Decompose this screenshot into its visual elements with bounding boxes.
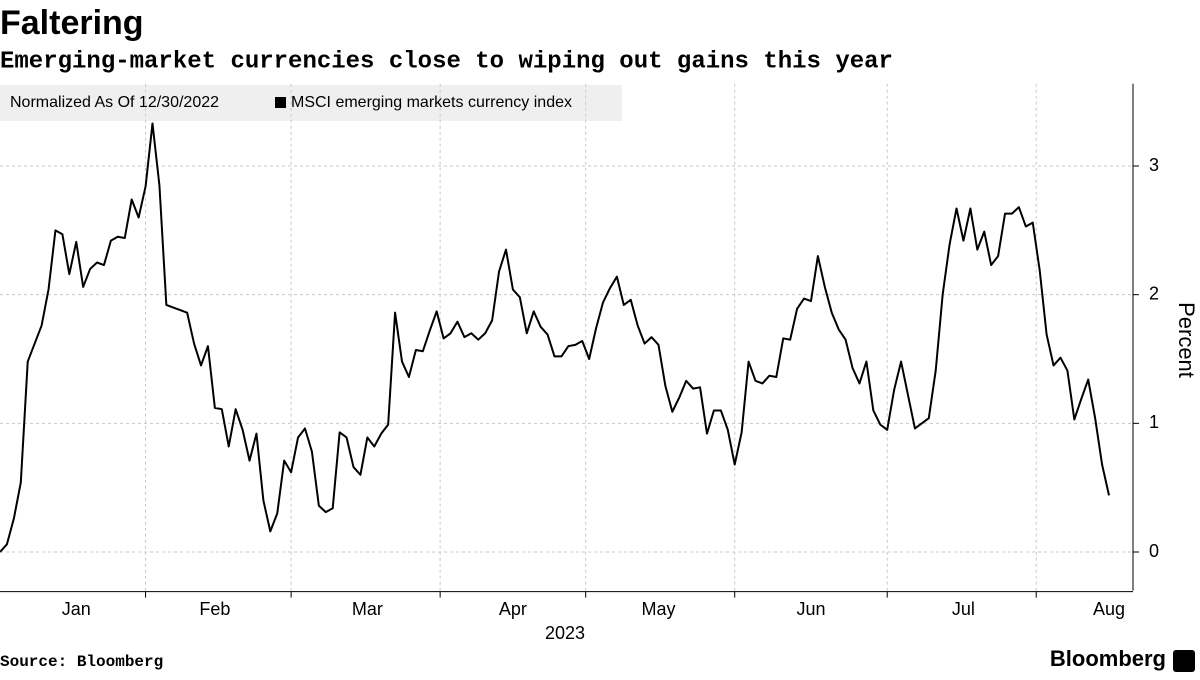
legend-box (0, 85, 622, 121)
y-tick-label: 2 (1149, 283, 1159, 303)
y-axis-label: Percent (1174, 302, 1199, 378)
x-tick-label: Apr (499, 599, 527, 619)
chart-title: Faltering (0, 4, 144, 42)
line-series (0, 122, 1110, 553)
x-axis-label: 2023 (545, 623, 585, 643)
brand: Bloomberg (1050, 646, 1166, 671)
x-tick-label: Jan (62, 599, 91, 619)
y-tick-label: 0 (1149, 541, 1159, 561)
x-tick-label: May (641, 599, 675, 619)
legend-label: MSCI emerging markets currency index (291, 94, 572, 111)
x-tick-label: Feb (199, 599, 230, 619)
legend-title: Normalized As Of 12/30/2022 (10, 94, 219, 111)
brand-icon (1173, 650, 1195, 672)
y-tick-label: 3 (1149, 155, 1159, 175)
x-tick-label: Jun (796, 599, 825, 619)
x-tick-label: Mar (352, 599, 383, 619)
x-tick-label: Aug (1093, 599, 1125, 619)
legend-swatch (275, 97, 286, 108)
chart-subtitle: Emerging-market currencies close to wipi… (0, 48, 893, 75)
source: Source: Bloomberg (0, 653, 163, 671)
x-tick-label: Jul (952, 599, 975, 619)
y-tick-label: 1 (1149, 412, 1159, 432)
